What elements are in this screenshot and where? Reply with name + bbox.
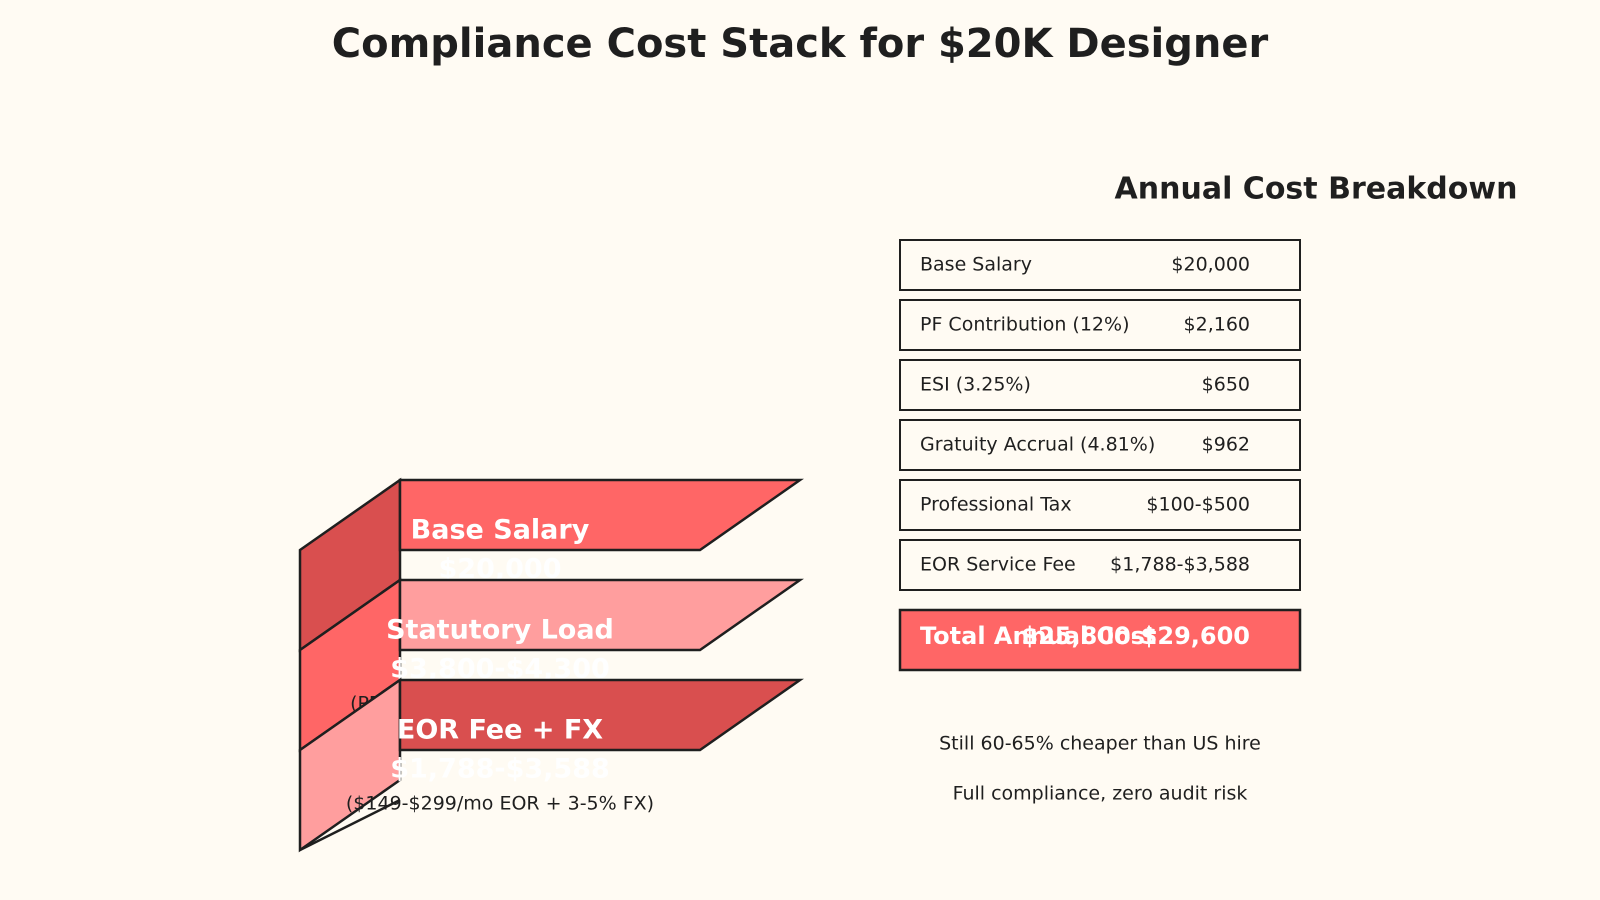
row-label: PF Contribution (12%): [920, 314, 1130, 336]
row-value: $1,788-$3,588: [1110, 554, 1250, 576]
row-label: ESI (3.25%): [920, 374, 1031, 396]
tier-top: [398, 578, 804, 652]
tier-label: EOR Fee + FX: [397, 715, 603, 746]
row-label: Base Salary: [920, 254, 1032, 276]
total-label: Total Annual Cost: [920, 622, 1156, 650]
tier-side: [298, 677, 402, 853]
row-label: Gratuity Accrual (4.81%): [920, 434, 1155, 456]
tier-bottom: [299, 798, 401, 852]
note: Still 60-65% cheaper than US hire: [939, 733, 1261, 755]
row-value: $2,160: [1184, 314, 1250, 336]
tier-value: $1,788-$3,588: [390, 754, 610, 785]
breakdown-table: Base Salary $20,000 PF Contribution (12%) $…: [898, 239, 1302, 805]
breakdown-title: Annual Cost Breakdown: [1115, 172, 1518, 207]
tier-label: Base Salary: [411, 515, 590, 546]
row-value: $650: [1202, 374, 1250, 396]
tier-top: [398, 678, 804, 752]
row-box: [899, 479, 1301, 531]
total-value: $25,800-$29,600: [1021, 622, 1250, 650]
tier-label: Statutory Load: [386, 615, 614, 646]
total-box: [898, 608, 1302, 672]
title: Compliance Cost Stack for $20K Designer: [332, 21, 1269, 67]
row-box: [899, 299, 1301, 351]
row-box: [899, 539, 1301, 591]
row-box: [899, 359, 1301, 411]
row-value: $100-$500: [1146, 494, 1250, 516]
tier-note: ($149-$299/mo EOR + 3-5% FX): [346, 793, 654, 815]
row-label: Professional Tax: [920, 494, 1072, 516]
row-box: [899, 419, 1301, 471]
row-label: EOR Service Fee: [920, 554, 1076, 576]
tier-top: [398, 478, 804, 552]
row-box: [899, 239, 1301, 291]
row-value: $20,000: [1171, 254, 1250, 276]
row-value: $962: [1202, 434, 1250, 456]
note: Full compliance, zero audit risk: [953, 783, 1248, 805]
